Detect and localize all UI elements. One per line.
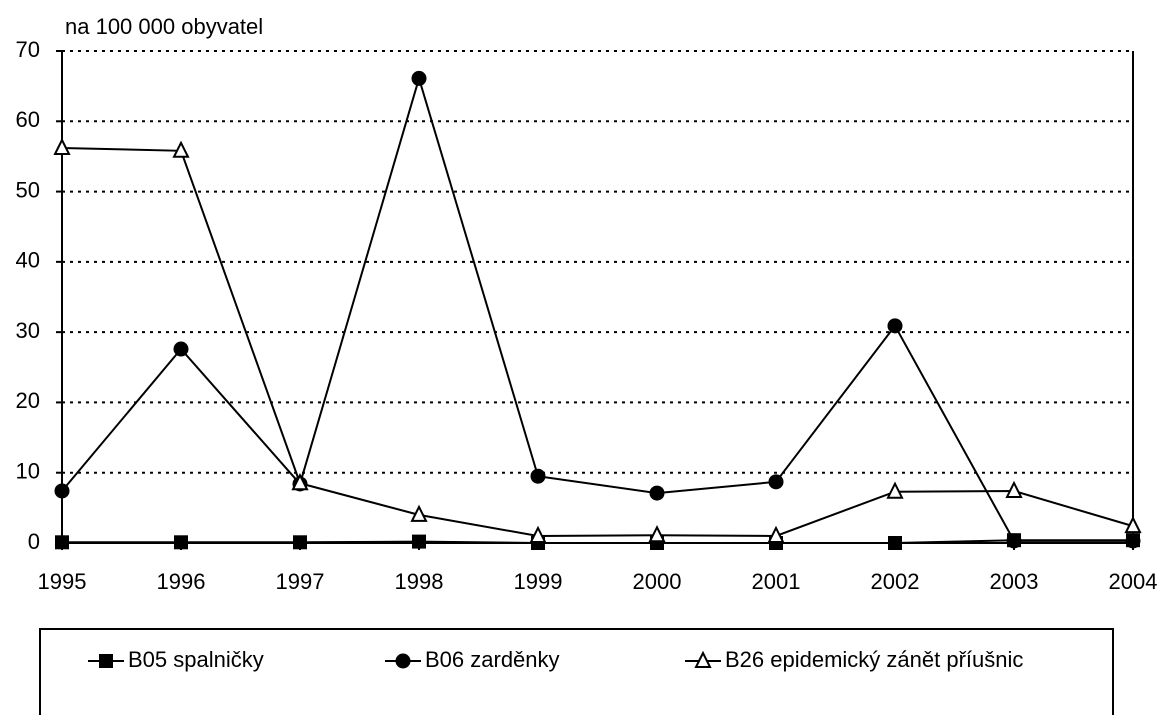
data-point [768, 474, 784, 490]
data-point [1125, 533, 1141, 549]
y-tick-label: 0 [28, 529, 40, 554]
x-tick-label: 1996 [157, 569, 206, 594]
data-point [55, 535, 69, 550]
legend-label: B06 zarděnky [425, 647, 560, 672]
series-line [62, 539, 1133, 544]
y-tick-label: 30 [16, 318, 40, 343]
data-point [1005, 480, 1023, 498]
data-point [649, 485, 665, 501]
x-tick-label: 1999 [514, 569, 563, 594]
y-tick-label: 40 [16, 248, 40, 273]
x-tick-label: 1997 [276, 569, 325, 594]
x-tick-label: 2000 [633, 569, 682, 594]
legend-marker [395, 653, 411, 669]
data-point [291, 473, 309, 491]
x-tick-label: 2004 [1109, 569, 1158, 594]
data-point [53, 137, 71, 155]
data-point [173, 341, 189, 357]
data-point [888, 536, 902, 550]
data-point [530, 468, 546, 484]
data-point [410, 504, 428, 522]
y-tick-label: 60 [16, 107, 40, 132]
y-tick-label: 70 [16, 37, 40, 62]
legend-label: B05 spalničky [128, 647, 264, 672]
data-point [412, 534, 426, 549]
x-tick-label: 2001 [752, 569, 801, 594]
data-point [411, 70, 427, 86]
data-point [172, 140, 190, 158]
y-tick-label: 10 [16, 459, 40, 484]
x-tick-label: 2003 [990, 569, 1039, 594]
data-point [293, 535, 307, 550]
data-point [174, 535, 188, 550]
y-tick-label: 20 [16, 388, 40, 413]
data-point [529, 525, 547, 543]
data-point [54, 483, 70, 499]
series-line [61, 74, 1133, 542]
legend-box [39, 628, 1114, 715]
legend-marker [99, 654, 113, 668]
data-point [767, 525, 785, 543]
legend-label: B26 epidemický zánět příušnic [725, 647, 1023, 672]
x-tick-label: 1995 [38, 569, 87, 594]
data-point [648, 525, 666, 543]
legend-marker [694, 650, 712, 668]
y-axis-label: na 100 000 obyvatel [65, 14, 263, 39]
y-tick-label: 50 [16, 177, 40, 202]
data-point [1006, 533, 1022, 549]
series-line [61, 146, 1134, 537]
x-tick-label: 1998 [395, 569, 444, 594]
x-tick-label: 2002 [871, 569, 920, 594]
data-point [1124, 515, 1142, 534]
data-point [887, 318, 903, 334]
data-point [886, 481, 904, 499]
